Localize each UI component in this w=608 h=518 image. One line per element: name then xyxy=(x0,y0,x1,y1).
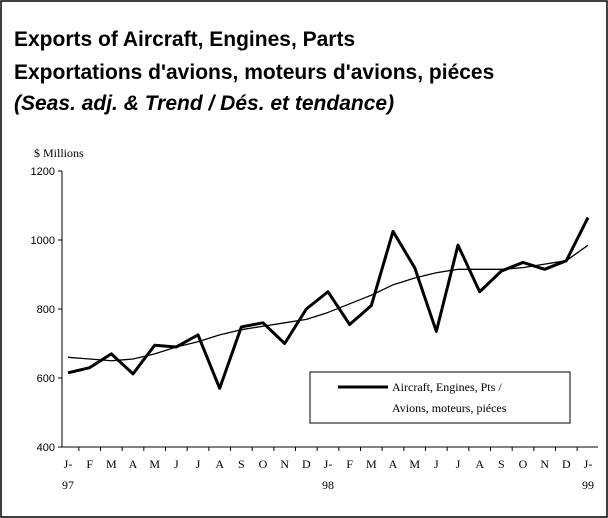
x-tick-label: N xyxy=(280,457,289,471)
chart-title: Exports of Aircraft, Engines, Parts xyxy=(14,28,355,51)
x-tick-label: M xyxy=(409,457,420,471)
x-tick-label: M xyxy=(366,457,377,471)
line-series xyxy=(67,216,590,390)
x-tick-label: J xyxy=(434,457,439,471)
x-tick-label: A xyxy=(389,457,398,471)
x-tick-label: M xyxy=(149,457,160,471)
y-tick-label: 800 xyxy=(37,304,55,316)
line-series xyxy=(67,244,589,362)
x-tick-label: J xyxy=(456,457,461,471)
x-tick-label: J xyxy=(174,457,179,471)
y-axis-label: $ Millions xyxy=(34,146,84,160)
x-tick-label: O xyxy=(519,457,528,471)
legend-label: Aircraft, Engines, Pts / Avions, moteurs,… xyxy=(392,380,507,415)
chart-note: (Seas. adj. & Trend / Dés. et tendance) xyxy=(14,92,394,115)
x-tick-label: J-99 xyxy=(582,457,594,492)
x-tick-label: N xyxy=(540,457,549,471)
x-tick-label: F xyxy=(86,457,93,471)
x-tick-label: J xyxy=(196,457,201,471)
y-tick-label: 1000 xyxy=(31,235,55,247)
x-tick-label: A xyxy=(215,457,224,471)
x-tick-label: J-98 xyxy=(322,457,334,492)
x-tick-label: D xyxy=(302,457,311,471)
x-tick-label: A xyxy=(129,457,138,471)
x-tick-label: S xyxy=(238,457,245,471)
y-tick-label: 1200 xyxy=(31,166,55,178)
x-tick-label: D xyxy=(562,457,571,471)
x-tick-label: F xyxy=(346,457,353,471)
x-tick-label: S xyxy=(498,457,505,471)
chart-subtitle: Exportations d'avions, moteurs d'avions,… xyxy=(14,61,494,84)
x-tick-label: A xyxy=(475,457,484,471)
x-tick-label: O xyxy=(259,457,268,471)
legend-box xyxy=(309,371,571,424)
y-tick-label: 600 xyxy=(37,373,55,385)
y-tick-label: 400 xyxy=(37,442,55,454)
x-tick-label: J-97 xyxy=(62,457,74,492)
x-tick-label: M xyxy=(106,457,117,471)
